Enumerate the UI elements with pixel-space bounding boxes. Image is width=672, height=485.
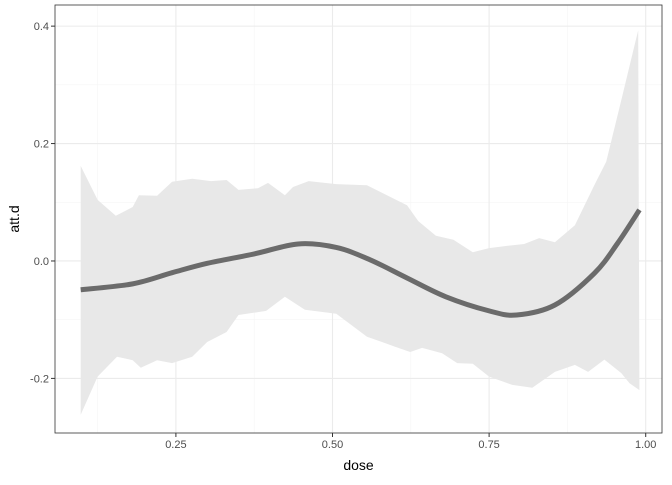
x-tick-label: 0.50 — [322, 439, 343, 451]
y-tick-label: 0.0 — [34, 256, 49, 268]
panel-border — [54, 4, 663, 434]
series-line — [80, 208, 642, 318]
x-axis-label: dose — [343, 457, 374, 473]
confidence-ribbon — [80, 30, 640, 415]
x-tick-label: 1.00 — [635, 439, 656, 451]
y-tick-label: -0.2 — [30, 373, 49, 385]
x-tick-label: 0.25 — [165, 439, 186, 451]
y-tick-label: 0.4 — [34, 21, 49, 33]
y-axis-label: att.d — [6, 205, 22, 232]
axis-ticks: 0.25 0.50 0.75 1.00 -0.2 0.0 0.2 0.4 — [30, 21, 656, 451]
x-tick-label: 0.75 — [478, 439, 499, 451]
y-tick-label: 0.2 — [34, 139, 49, 151]
